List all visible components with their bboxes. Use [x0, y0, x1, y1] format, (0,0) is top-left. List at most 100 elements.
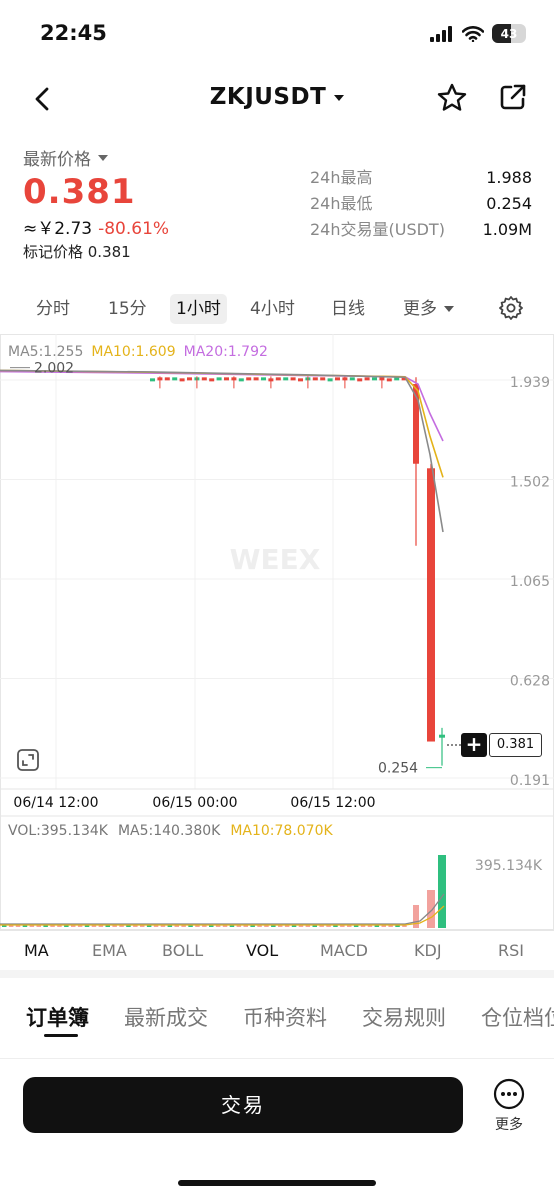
star-icon[interactable] [436, 82, 468, 114]
candle [327, 378, 333, 382]
chevron-down-icon [444, 306, 454, 312]
indicator-kdj[interactable]: KDJ [414, 941, 442, 960]
candle [150, 378, 155, 382]
home-indicator [178, 1180, 376, 1186]
detail-tabs: 订单簿 最新成交 币种资料 交易规则 仓位档位 [0, 1000, 554, 1040]
mark-price: 标记价格 0.381 [23, 243, 131, 261]
kline-chart[interactable]: 1.939 1.502 1.065 0.628 0.191 06/14 12:00 06/1… [0, 334, 554, 930]
watermark-text: WEEX [230, 543, 321, 576]
status-time: 22:45 [40, 21, 107, 45]
kline-svg: 1.939 1.502 1.065 0.628 0.191 06/14 12:00 06/1… [0, 334, 554, 930]
volume-legend: VOL:395.134K MA5:140.380K MA10:78.070K [8, 823, 333, 839]
price-change: -80.61% [98, 219, 170, 239]
stat-row: 24h最低 0.254 [310, 191, 532, 217]
last-price-tag: 0.381 [489, 733, 542, 757]
candle [335, 377, 340, 381]
candle [238, 378, 244, 382]
volume-bar [438, 855, 446, 928]
more-label: 更多 [495, 1117, 523, 1133]
expand-icon[interactable] [16, 748, 40, 772]
x-tick-label: 06/15 12:00 [290, 795, 375, 811]
vol-label: VOL:395.134K [8, 823, 108, 839]
tab-trading-rules[interactable]: 交易规则 [362, 1006, 446, 1030]
stats-panel: 24h最高 1.988 24h最低 0.254 24h交易量(USDT) 1.09M [310, 165, 532, 243]
vol-ma5-line [0, 893, 445, 925]
active-tab-underline [44, 1034, 78, 1037]
candle [283, 377, 289, 381]
battery-level: 43 [500, 26, 518, 41]
candle [164, 377, 170, 381]
interval-tab[interactable]: 4小时 [250, 299, 295, 319]
interval-more[interactable]: 更多 [403, 294, 454, 324]
chevron-down-icon [334, 94, 345, 101]
indicator-ma[interactable]: MA [24, 941, 49, 960]
volume-bar [427, 890, 435, 928]
indicator-macd[interactable]: MACD [320, 941, 368, 960]
ma5-label: MA5:1.255 [8, 344, 84, 360]
stat-label: 24h最低 [310, 194, 373, 213]
interval-tab-active[interactable]: 1小时 [170, 294, 227, 324]
status-icons: 43 [430, 24, 526, 43]
stat-label: 24h交易量(USDT) [310, 220, 445, 239]
stat-value: 1.09M [482, 220, 532, 239]
chart-frame [0, 334, 554, 930]
candle [401, 377, 407, 381]
candle [209, 378, 215, 382]
status-bar: 22:45 43 [0, 0, 554, 70]
interval-tab[interactable]: 分时 [36, 299, 70, 319]
indicator-rsi[interactable]: RSI [498, 941, 524, 960]
section-divider [0, 970, 554, 978]
interval-more-label: 更多 [403, 299, 437, 319]
pair-selector[interactable]: ZKJUSDT [0, 84, 554, 110]
candle [224, 377, 229, 381]
price-type-selector[interactable]: 最新价格 [23, 145, 169, 170]
stat-value: 1.988 [486, 168, 532, 187]
more-button[interactable]: 更多 [488, 1078, 530, 1134]
stat-value: 0.254 [486, 194, 532, 213]
candle [253, 377, 259, 381]
interval-tab[interactable]: 15分 [108, 299, 147, 319]
back-icon[interactable] [28, 84, 58, 114]
indicator-ema[interactable]: EMA [92, 941, 127, 960]
wifi-icon [462, 25, 484, 42]
indicator-vol[interactable]: VOL [246, 941, 279, 960]
tab-coin-info[interactable]: 币种资料 [243, 1006, 327, 1030]
high-annotation: 2.002 [34, 361, 74, 377]
gear-icon[interactable] [498, 295, 524, 321]
tab-latest-trades[interactable]: 最新成交 [124, 1006, 208, 1030]
vol-ma5-label: MA5:140.380K [117, 823, 221, 839]
cny-price: ≈￥2.73 [23, 219, 93, 239]
signal-icon [430, 25, 452, 42]
candle [439, 734, 445, 738]
ma10-line [0, 369, 444, 478]
candle [349, 377, 355, 381]
battery-icon: 43 [492, 24, 526, 43]
interval-tab[interactable]: 日线 [331, 299, 365, 319]
divider [0, 1058, 554, 1059]
header: ZKJUSDT [0, 76, 554, 122]
candle [394, 377, 400, 381]
candle [413, 384, 419, 464]
share-icon[interactable] [498, 82, 528, 112]
trade-button[interactable]: 交易 [23, 1077, 463, 1133]
candle [357, 378, 363, 382]
add-order-button[interactable]: + [461, 733, 487, 757]
candle [187, 377, 192, 381]
tab-position-tiers[interactable]: 仓位档位 [481, 1006, 554, 1030]
interval-tabs: 分时 15分 1小时 4小时 日线 更多 [0, 294, 554, 324]
candle [290, 377, 296, 381]
candle [372, 377, 377, 381]
candle [298, 378, 303, 382]
candle [246, 377, 252, 381]
y-tick-label: 1.065 [510, 574, 550, 590]
candle [312, 377, 318, 381]
indicator-boll[interactable]: BOLL [162, 941, 204, 960]
low-annotation: 0.254 [378, 761, 418, 777]
ma10-label: MA10:1.609 [91, 344, 176, 360]
chevron-down-icon [98, 154, 108, 161]
pair-title: ZKJUSDT [209, 84, 327, 110]
volume-bar [413, 905, 419, 928]
tab-order-book[interactable]: 订单簿 [26, 1006, 89, 1030]
candle [261, 377, 266, 381]
cny-line: ≈￥2.73 -80.61% [23, 214, 169, 239]
